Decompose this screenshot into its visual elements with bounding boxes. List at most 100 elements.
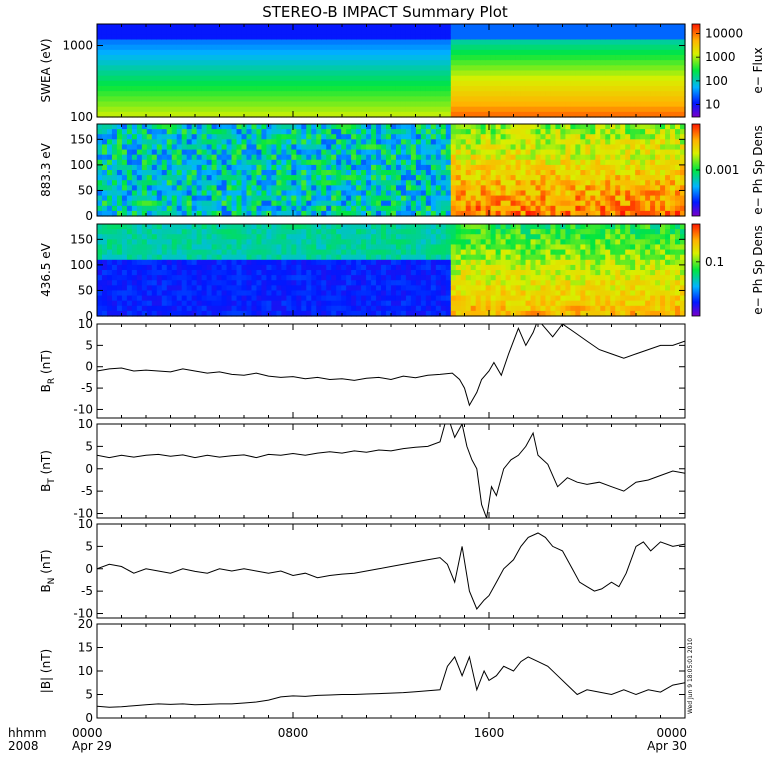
heatmap-cell <box>176 249 183 256</box>
heatmap-cell <box>415 139 422 146</box>
heatmap-cell <box>485 205 492 212</box>
heatmap-cell <box>635 80 641 87</box>
heatmap-cell <box>206 144 213 151</box>
heatmap-cell <box>595 195 601 202</box>
heatmap-cell <box>306 180 312 186</box>
heatmap-cell <box>161 29 168 35</box>
heatmap-cell <box>336 170 342 176</box>
heatmap-cell <box>176 275 183 281</box>
heatmap-cell <box>580 70 586 77</box>
heatmap-cell <box>520 139 527 146</box>
heatmap-cell <box>585 55 591 61</box>
heatmap-cell <box>510 96 517 103</box>
heatmap-cell <box>151 254 158 261</box>
heatmap-cell <box>251 144 258 151</box>
heatmap-cell <box>336 210 342 217</box>
heatmap-cell <box>296 111 302 118</box>
heatmap-cell <box>395 180 402 186</box>
heatmap-cell <box>565 29 571 35</box>
heatmap-cell <box>146 91 153 97</box>
heatmap-cell <box>615 86 621 92</box>
heatmap-cell <box>490 129 497 135</box>
heatmap-cell <box>515 80 522 87</box>
heatmap-cell <box>281 55 287 61</box>
heatmap-cell <box>371 96 377 103</box>
heatmap-cell <box>346 170 352 176</box>
heatmap-cell <box>580 170 586 176</box>
heatmap-cell <box>595 44 601 51</box>
heatmap-cell <box>381 180 387 186</box>
heatmap-cell <box>346 164 352 171</box>
heatmap-cell <box>560 106 566 113</box>
heatmap-cell <box>131 139 138 146</box>
heatmap-cell <box>97 55 103 61</box>
heatmap-cell <box>206 300 213 307</box>
heatmap-cell <box>206 80 213 87</box>
heatmap-cell <box>191 149 198 156</box>
heatmap-cell <box>161 239 168 246</box>
heatmap-cell <box>161 210 168 217</box>
heatmap-cell <box>226 96 233 103</box>
heatmap-cell <box>460 134 467 140</box>
heatmap-cell <box>460 91 467 97</box>
heatmap-cell <box>281 24 287 30</box>
heatmap-cell <box>97 275 103 281</box>
heatmap-cell <box>665 70 671 77</box>
heatmap-cell <box>500 185 507 192</box>
heatmap-cell <box>605 70 611 77</box>
heatmap-cell <box>281 129 287 135</box>
heatmap-cell <box>111 234 118 240</box>
heatmap-cell <box>675 185 681 192</box>
heatmap-cell <box>256 106 263 113</box>
heatmap-cell <box>580 154 586 161</box>
heatmap-cell <box>530 60 537 66</box>
heatmap-cell <box>166 239 173 246</box>
heatmap-cell <box>226 229 233 235</box>
heatmap-cell <box>425 86 432 92</box>
heatmap-cell <box>371 44 377 51</box>
heatmap-cell <box>206 96 213 103</box>
heatmap-cell <box>296 200 302 207</box>
heatmap-cell <box>525 144 532 151</box>
heatmap-cell <box>525 44 532 51</box>
heatmap-cell <box>610 159 616 166</box>
heatmap-cell <box>161 264 168 271</box>
heatmap-cell <box>97 180 103 186</box>
heatmap-cell <box>351 124 357 130</box>
heatmap-cell <box>455 175 462 181</box>
heatmap-cell <box>231 75 238 82</box>
heatmap-cell <box>196 70 203 77</box>
heatmap-cell <box>655 124 661 130</box>
heatmap-cell <box>535 39 542 46</box>
heatmap-cell <box>171 175 178 181</box>
heatmap-cell <box>241 185 248 192</box>
heatmap-cell <box>196 210 203 217</box>
heatmap-cell <box>136 185 143 192</box>
heatmap-cell <box>386 144 392 151</box>
heatmap-cell <box>520 111 527 118</box>
heatmap-cell <box>226 210 233 217</box>
heatmap-cell <box>405 180 412 186</box>
heatmap-cell <box>425 134 432 140</box>
heatmap-cell <box>415 124 422 130</box>
heatmap-cell <box>540 24 547 30</box>
heatmap-cell <box>126 195 133 202</box>
heatmap-cell <box>136 264 143 271</box>
heatmap-cell <box>296 34 302 41</box>
heatmap-cell <box>156 285 163 292</box>
heatmap-cell <box>670 55 676 61</box>
heatmap-cell <box>316 144 322 151</box>
heatmap-cell <box>665 134 671 140</box>
heatmap-cell <box>291 180 297 186</box>
heatmap-cell <box>341 190 347 197</box>
heatmap-cell <box>196 175 203 181</box>
heatmap-cell <box>261 65 268 72</box>
heatmap-cell <box>680 60 686 66</box>
heatmap-cell <box>460 170 467 176</box>
heatmap-cell <box>166 24 173 30</box>
heatmap-cell <box>495 55 502 61</box>
heatmap-cell <box>490 190 497 197</box>
heatmap-cell <box>231 190 238 197</box>
heatmap-cell <box>321 55 327 61</box>
